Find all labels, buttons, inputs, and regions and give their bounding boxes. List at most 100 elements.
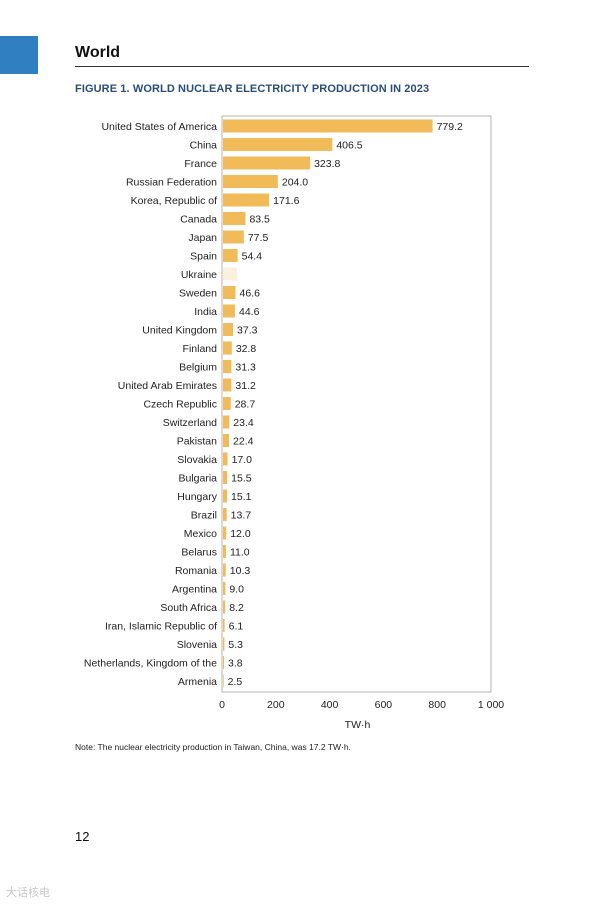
category-label: Mexico — [184, 528, 217, 540]
category-label: Argentina — [172, 584, 217, 596]
x-axis-label: TW·h — [345, 719, 371, 731]
category-label: Hungary — [177, 491, 217, 503]
data-label: 5.3 — [228, 639, 243, 651]
bar — [223, 156, 311, 170]
data-label: 9.0 — [229, 584, 244, 596]
bar — [223, 600, 226, 614]
data-label: 2.5 — [228, 676, 243, 688]
data-label: 323.8 — [314, 158, 340, 170]
category-label: India — [194, 306, 217, 318]
category-label: South Africa — [160, 602, 217, 614]
category-label: United States of America — [101, 121, 217, 133]
category-label: Armenia — [178, 676, 217, 688]
category-label: Romania — [175, 565, 217, 577]
section-divider — [75, 66, 529, 67]
category-label: China — [190, 140, 218, 152]
category-label: Korea, Republic of — [131, 195, 217, 207]
bar — [223, 193, 270, 207]
category-label: Canada — [180, 214, 217, 226]
category-label: United Kingdom — [142, 325, 217, 337]
data-label: 15.5 — [231, 473, 252, 485]
data-label: 17.0 — [232, 454, 253, 466]
section-title: World — [75, 44, 121, 61]
data-label: 31.3 — [235, 362, 256, 374]
category-label: Spain — [190, 251, 217, 263]
data-label: 77.5 — [248, 232, 269, 244]
data-label: 204.0 — [282, 177, 308, 189]
category-label: Sweden — [179, 288, 217, 300]
x-tick-label: 0 — [219, 699, 225, 711]
x-tick-label: 600 — [375, 699, 393, 711]
plot-frame — [221, 115, 492, 693]
category-label: Belarus — [181, 547, 217, 559]
data-label: 10.3 — [230, 565, 251, 577]
category-label: United Arab Emirates — [118, 380, 217, 392]
data-label: 83.5 — [249, 214, 270, 226]
x-tick-label: 400 — [321, 699, 339, 711]
bar — [223, 489, 228, 503]
bar — [223, 637, 225, 651]
category-label: Russian Federation — [126, 177, 217, 189]
data-label: 3.8 — [228, 658, 243, 670]
data-label: 44.6 — [239, 306, 260, 318]
bar — [223, 249, 238, 262]
bar — [223, 341, 232, 355]
x-tick-label: 1 000 — [478, 699, 504, 711]
bar — [223, 674, 224, 688]
data-label: 22.4 — [233, 436, 254, 448]
bar — [223, 656, 225, 669]
bar — [223, 508, 227, 521]
data-label: 11.0 — [230, 547, 250, 559]
page-number: 12 — [75, 829, 90, 844]
bar — [223, 434, 230, 447]
data-label: 13.7 — [231, 510, 252, 522]
figure-note: Note: The nuclear electricity production… — [75, 742, 351, 752]
bar — [223, 397, 231, 410]
figure-title: FIGURE 1. WORLD NUCLEAR ELECTRICITY PROD… — [75, 83, 430, 95]
bar — [223, 230, 244, 244]
category-label: Bulgaria — [178, 473, 217, 485]
category-label: Brazil — [191, 510, 217, 522]
category-label: Pakistan — [177, 436, 217, 448]
bar — [223, 545, 226, 558]
bar-chart: United States of America 779.2 China 406.5 F… — [84, 115, 504, 731]
data-label: 15.1 — [231, 491, 252, 503]
category-label: Ukraine — [181, 269, 217, 281]
data-label: 12.0 — [230, 528, 251, 540]
x-tick-label: 200 — [267, 699, 285, 711]
data-label: 28.7 — [235, 399, 256, 411]
bar — [223, 360, 232, 373]
data-label: 54.4 — [242, 251, 263, 263]
category-label: Netherlands, Kingdom of the — [84, 658, 217, 670]
bar — [223, 212, 246, 225]
bar — [223, 619, 225, 632]
section-accent-block — [0, 36, 38, 74]
bar — [223, 526, 227, 540]
category-label: Czech Republic — [143, 399, 217, 411]
data-label: 37.3 — [237, 325, 258, 337]
bar — [223, 119, 433, 133]
bar — [223, 175, 278, 188]
bar-missing — [223, 267, 237, 281]
bar — [223, 415, 230, 429]
data-label: 23.4 — [233, 417, 254, 429]
bar — [223, 471, 228, 484]
bar — [223, 452, 228, 466]
data-label: 8.2 — [229, 602, 244, 614]
data-label: 406.5 — [336, 140, 362, 152]
bar — [223, 304, 235, 318]
data-label: 46.6 — [240, 288, 261, 300]
bar — [223, 286, 236, 299]
data-label: 6.1 — [229, 621, 244, 633]
bar — [223, 378, 232, 392]
x-tick-label: 800 — [428, 699, 446, 711]
category-label: Slovenia — [177, 639, 217, 651]
data-label: 31.2 — [235, 380, 256, 392]
bar — [223, 323, 234, 336]
bar — [223, 582, 226, 595]
watermark: 大话核电 — [6, 887, 50, 899]
data-label: 171.6 — [273, 195, 299, 207]
category-label: Belgium — [179, 362, 217, 374]
category-label: Finland — [183, 343, 218, 355]
data-label: 779.2 — [437, 121, 463, 133]
